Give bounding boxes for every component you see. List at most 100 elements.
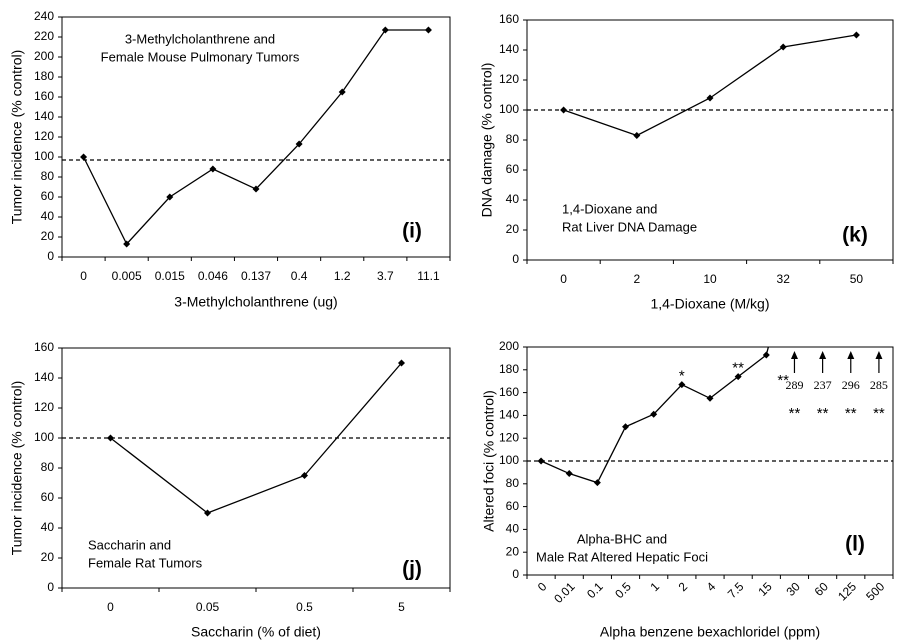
x-tick-label: 0.137 (241, 269, 271, 283)
y-tick-label: 40 (506, 522, 520, 536)
x-tick-label: 32 (777, 272, 791, 286)
annotation: 3-Methylcholanthrene and (125, 31, 275, 46)
x-tick-label: 0.5 (612, 579, 634, 601)
marker (209, 165, 217, 173)
x-tick-label: 125 (835, 579, 859, 603)
y-tick-label: 20 (506, 222, 520, 236)
y-tick-label: 20 (41, 229, 55, 243)
y-tick-label: 160 (34, 340, 54, 354)
significance-mark: ** (873, 405, 885, 422)
y-tick-label: 120 (34, 400, 54, 414)
y-tick-label: 40 (506, 192, 520, 206)
x-axis-title: Saccharin (% of diet) (191, 624, 321, 640)
arrow-head (819, 351, 827, 359)
x-tick-label: 0 (80, 269, 87, 283)
x-tick-label: 60 (812, 579, 832, 599)
marker (381, 26, 389, 34)
x-tick-label: 10 (703, 272, 717, 286)
plot-frame (526, 19, 894, 261)
marker (204, 509, 211, 517)
x-tick-label: 4 (704, 579, 719, 594)
annotation: Saccharin and (88, 537, 171, 552)
x-tick-label: 0.005 (112, 269, 142, 283)
annotation: Female Rat Tumors (88, 555, 203, 570)
x-axis-title: 1,4-Dioxane (M/kg) (650, 296, 769, 312)
y-tick-label: 80 (41, 460, 55, 474)
x-tick-label: 7.5 (725, 579, 747, 601)
value-label: 285 (870, 378, 888, 392)
y-tick-label: 200 (34, 49, 54, 63)
marker (706, 94, 714, 102)
y-tick-label: 40 (41, 520, 55, 534)
marker (424, 26, 432, 34)
annotation: Male Rat Altered Hepatic Foci (536, 549, 708, 564)
significance-mark: ** (732, 360, 744, 377)
x-tick-label: 0.046 (198, 269, 228, 283)
y-tick-label: 140 (499, 42, 519, 56)
marker (622, 423, 630, 431)
x-tick-label: 0.05 (196, 600, 220, 614)
y-tick-label: 0 (47, 580, 54, 594)
y-axis-title: Tumor incidence (% control) (9, 381, 25, 556)
plot-frame (61, 347, 451, 589)
x-tick-label: 5 (398, 600, 405, 614)
y-tick-label: 140 (499, 408, 519, 422)
y-tick-label: 20 (41, 550, 55, 564)
y-tick-label: 100 (499, 453, 519, 467)
y-tick-label: 180 (34, 69, 54, 83)
x-tick-label: 0.4 (291, 269, 308, 283)
y-tick-label: 100 (34, 149, 54, 163)
value-label: 296 (842, 378, 860, 392)
y-tick-label: 240 (34, 9, 54, 23)
marker (295, 140, 303, 148)
arrow-head (875, 351, 883, 359)
y-tick-label: 160 (499, 385, 519, 399)
y-tick-label: 160 (34, 89, 54, 103)
significance-mark: ** (845, 405, 857, 422)
x-tick-label: 0.01 (551, 579, 578, 606)
marker (650, 410, 658, 418)
panel-label: (i) (402, 220, 422, 243)
panel-label: (k) (842, 224, 868, 247)
y-tick-label: 220 (34, 29, 54, 43)
x-tick-label: 2 (633, 272, 640, 286)
marker (678, 381, 686, 389)
x-tick-label: 3.7 (377, 269, 394, 283)
data-line (110, 362, 402, 514)
annotation: Alpha-BHC and (577, 531, 667, 546)
y-axis-title: DNA damage (% control) (479, 63, 495, 218)
marker (565, 470, 573, 478)
marker (252, 185, 260, 193)
marker (633, 132, 641, 139)
x-axis-title: 3-Methylcholanthrene (ug) (174, 294, 337, 310)
marker (852, 31, 860, 39)
y-tick-label: 40 (41, 209, 55, 223)
y-axis-title: Altered foci (% control) (481, 390, 497, 532)
y-tick-label: 120 (499, 430, 519, 444)
y-tick-label: 140 (34, 370, 54, 384)
marker (706, 394, 714, 402)
arrow-head (847, 351, 855, 359)
x-tick-label: 15 (755, 579, 775, 599)
x-tick-label: 0 (535, 579, 550, 594)
annotation: 1,4-Dioxane and (562, 201, 657, 216)
y-tick-label: 120 (499, 72, 519, 86)
data-line (563, 34, 857, 137)
y-tick-label: 100 (499, 102, 519, 116)
y-tick-label: 60 (506, 499, 520, 513)
y-tick-label: 180 (499, 362, 519, 376)
x-tick-label: 0 (107, 600, 114, 614)
y-tick-label: 100 (34, 430, 54, 444)
x-tick-label: 0.5 (296, 600, 313, 614)
y-tick-label: 60 (41, 189, 55, 203)
marker (779, 43, 787, 51)
x-tick-label: 50 (850, 272, 864, 286)
panel-label: (l) (845, 533, 865, 556)
value-label: 289 (785, 378, 803, 392)
x-tick-label: 11.1 (417, 269, 440, 283)
y-tick-label: 20 (506, 544, 520, 558)
x-tick-label: 2 (676, 579, 691, 594)
arrow-head (790, 351, 798, 359)
marker (80, 153, 88, 161)
